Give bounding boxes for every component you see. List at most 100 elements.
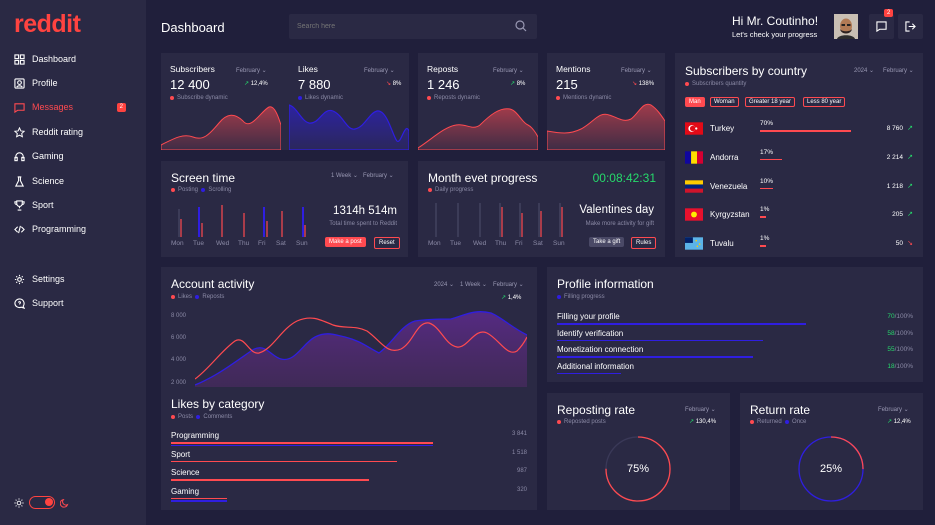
theme-toggle[interactable]	[14, 496, 70, 509]
activity-change-value: 1,4%	[507, 295, 522, 301]
activity-area-chart	[195, 311, 527, 387]
category-value: 987	[516, 468, 527, 474]
arrow-up-icon: ↗	[887, 419, 893, 425]
stat-card-mentions: Mentions February ⌄ 215 ↘ 138% Mentions …	[547, 53, 665, 150]
country-name: Turkey	[710, 124, 735, 133]
year-select[interactable]: 2024 ⌄	[434, 282, 455, 288]
month-select-label: February	[493, 282, 518, 288]
period-select[interactable]: 1 Week ⌄	[331, 173, 358, 179]
sidebar-item-gaming[interactable]: Gaming	[14, 149, 126, 163]
stat-change-value: 8%	[392, 81, 402, 87]
card-title: Reposting rate	[557, 403, 636, 417]
stat-value: 7 880	[298, 77, 331, 92]
logout-button[interactable]	[898, 14, 923, 39]
arrow-up-icon: ↗	[244, 81, 250, 87]
sidebar-item-profile[interactable]: Profile	[14, 76, 126, 90]
country-percent: 10%	[760, 177, 774, 185]
sidebar-item-label: Settings	[32, 274, 65, 284]
month-select[interactable]: February ⌄	[236, 68, 267, 74]
progress-done: 18	[887, 362, 895, 370]
month-select[interactable]: February ⌄	[621, 68, 652, 74]
reset-button[interactable]: Reset	[374, 237, 400, 249]
avatar[interactable]	[834, 14, 858, 39]
stat-legend: Reposts dynamic	[427, 95, 480, 101]
sidebar-item-label: Reddit rating	[32, 127, 84, 137]
search-input[interactable]	[297, 21, 497, 32]
sidebar-item-dashboard[interactable]: Dashboard	[14, 52, 126, 66]
reddit-logo[interactable]: reddit	[14, 10, 81, 38]
country-row[interactable]: Tuvalu 1% 50 ↘	[675, 235, 923, 252]
day-label: Sat	[276, 240, 286, 247]
venezuela-flag-icon	[685, 179, 703, 193]
month-select[interactable]: February ⌄	[878, 407, 909, 413]
sidebar-item-science[interactable]: Science	[14, 174, 126, 188]
month-select[interactable]: February ⌄	[363, 173, 394, 179]
day-label: Tue	[193, 240, 204, 247]
day-label: Mon	[171, 240, 184, 247]
arrow-up-icon: ↗	[907, 211, 913, 219]
sidebar-item-reddit-rating[interactable]: Reddit rating	[14, 125, 126, 139]
month-select[interactable]: February ⌄	[883, 68, 914, 74]
sidebar-item-messages[interactable]: Messages 2	[14, 100, 126, 114]
make-post-button[interactable]: Make a post	[325, 237, 366, 247]
sidebar-item-programming[interactable]: Programming	[14, 222, 126, 236]
flask-icon	[14, 175, 25, 187]
screen-time-bars	[178, 205, 306, 237]
category-name: Programming	[171, 431, 220, 440]
day-label: Wed	[216, 240, 230, 247]
country-bar	[760, 216, 766, 218]
rules-button[interactable]: Rules	[631, 237, 657, 249]
year-select-label: 2024	[434, 282, 448, 288]
sidebar-item-sport[interactable]: Sport	[14, 198, 126, 212]
filter-woman[interactable]: Woman	[710, 97, 739, 107]
legend-label: Subscribe dynamic	[177, 95, 228, 101]
period-select[interactable]: 1 Week ⌄	[460, 282, 487, 288]
legend-dot	[195, 295, 200, 299]
stat-legend: Subscribe dynamic	[170, 95, 228, 101]
month-select[interactable]: February ⌄	[364, 68, 395, 74]
month-select[interactable]: February ⌄	[493, 68, 524, 74]
card-legend: Subscribers quantity	[685, 81, 746, 87]
sparkline-chart	[161, 106, 281, 150]
take-gift-button[interactable]: Take a gift	[589, 237, 625, 247]
sidebar-item-support[interactable]: Support	[14, 296, 126, 310]
search-bar[interactable]	[289, 14, 537, 39]
return-donut	[798, 436, 864, 502]
rate-change: ↗ 130,4%	[689, 418, 716, 425]
filter-greater-18[interactable]: Greater 18 year	[745, 97, 796, 107]
avatar-image	[834, 14, 858, 39]
search-icon[interactable]	[515, 20, 527, 32]
chat-button[interactable]: 2	[869, 9, 894, 39]
legend-label: Once	[792, 419, 807, 425]
stat-change: ↘ 138%	[632, 80, 654, 87]
country-value: 8 760	[886, 125, 903, 132]
country-name: Andorra	[710, 152, 739, 162]
country-percent: 17%	[760, 148, 774, 156]
screen-time-card: Screen time 1 Week ⌄ February ⌄ Posting …	[161, 161, 408, 257]
month-select[interactable]: February ⌄	[685, 407, 716, 413]
filter-man[interactable]: Man	[685, 97, 705, 107]
card-title: Profile information	[557, 277, 654, 291]
progress-total: /100%	[894, 346, 913, 353]
toggle-switch[interactable]	[29, 496, 55, 509]
sidebar-item-settings[interactable]: Settings	[14, 272, 126, 286]
country-row[interactable]: Kyrgyzstan 1% 205 ↗	[675, 206, 923, 223]
country-row[interactable]: Venezuela 10% 1 218 ↗	[675, 177, 923, 195]
country-percent: 70%	[760, 120, 774, 127]
event-timer: 00:08:42:31	[592, 171, 656, 185]
month-event-card: Month evet progress 00:08:42:31 Daily pr…	[418, 161, 665, 257]
country-row[interactable]: Andorra 17% 2 214 ↗	[675, 148, 923, 166]
reposting-rate-card: Reposting rate February ⌄ Reposted posts…	[547, 393, 730, 510]
sidebar: reddit Dashboard Profile Messages 2 Redd…	[0, 0, 146, 525]
rate-change-value: 12,4%	[893, 419, 911, 425]
legend-label: Returned	[757, 419, 782, 425]
year-select[interactable]: 2024 ⌄	[854, 68, 875, 74]
profile-progress-bar	[557, 323, 807, 325]
category-bar-posts	[171, 460, 397, 462]
month-select[interactable]: February ⌄	[493, 282, 524, 288]
legend-dot	[298, 96, 302, 100]
country-row[interactable]: Turkey 70% 8 760 ↗	[675, 120, 923, 137]
sparkline-chart	[418, 108, 538, 150]
filter-less-80[interactable]: Less 80 year	[803, 97, 846, 107]
profile-item-progress: 18/100%	[887, 363, 913, 370]
